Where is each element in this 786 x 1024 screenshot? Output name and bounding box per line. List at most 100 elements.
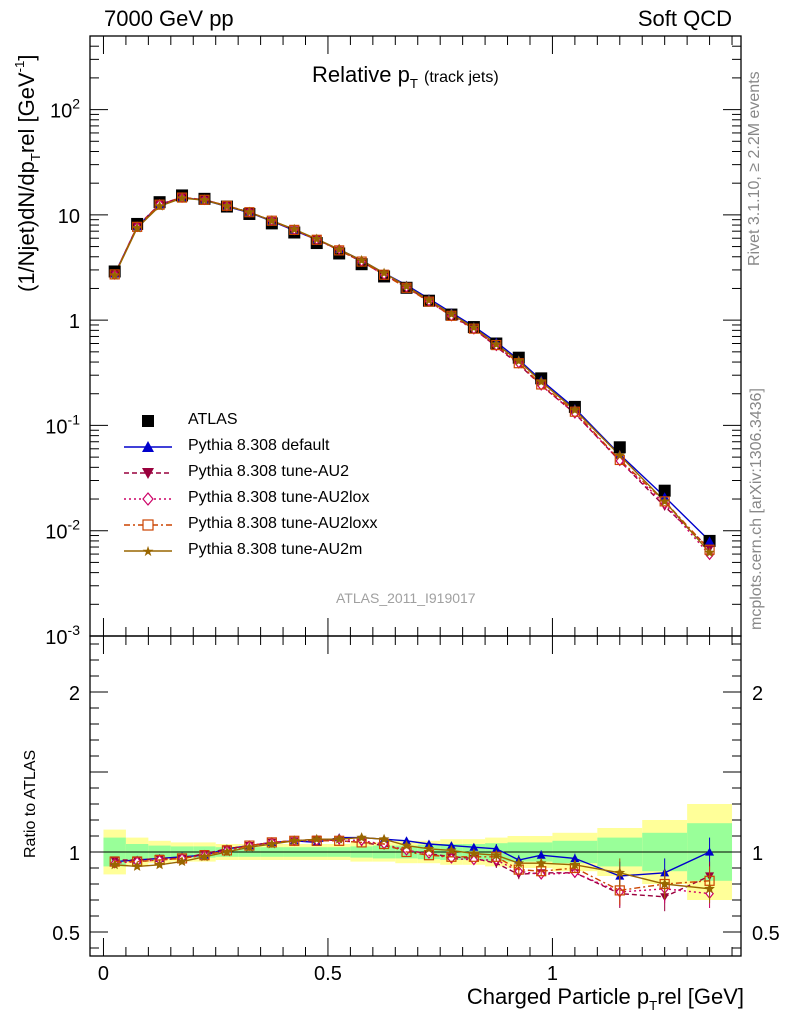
data-point: [705, 847, 715, 856]
ratio-series-line: [114, 838, 710, 898]
data-point: [535, 857, 547, 868]
legend: ATLAS Pythia 8.308 default Pythia 8.308 …: [116, 408, 446, 578]
ratio-y-tick-label: 1: [752, 843, 763, 865]
x-tick-label: 0: [98, 963, 109, 985]
ratio-y-tick-label: 1: [69, 843, 80, 865]
data-point: [614, 867, 626, 878]
y-tick-label: 102: [50, 96, 80, 123]
data-point: [311, 833, 322, 844]
legend-item: Pythia 8.308 tune-AU2loxx: [116, 512, 377, 538]
header-left: 7000 GeV pp: [104, 6, 234, 31]
y-tick-label: 10-1: [45, 411, 80, 438]
y-tick-label: 10: [58, 206, 80, 228]
ratio-y-tick-label: 0.5: [752, 923, 780, 945]
data-point: [289, 223, 300, 234]
data-point: [356, 254, 367, 265]
legend-label: Pythia 8.308 tune-AU2: [188, 463, 349, 480]
data-point: [468, 848, 480, 859]
analysis-watermark: ATLAS_2011_I919017: [336, 590, 476, 606]
legend-marker-au2m: ★: [124, 544, 172, 560]
data-point: [446, 308, 457, 319]
data-point: [131, 860, 143, 871]
data-point: [535, 376, 547, 387]
data-point: [221, 200, 233, 211]
legend-item: ★ Pythia 8.308 tune-AU2m: [116, 538, 362, 564]
main-plot-frame: [89, 35, 742, 637]
ratio-y-tick-label: 2: [752, 683, 763, 705]
legend-marker-au2: [124, 468, 172, 479]
data-point: [356, 832, 367, 843]
data-point: [513, 857, 524, 868]
series-line: [114, 196, 711, 549]
data-point: [423, 294, 435, 305]
data-point: [244, 206, 255, 217]
data-point: [199, 194, 210, 205]
data-point: [446, 844, 457, 855]
data-point: [378, 833, 390, 844]
data-point: [569, 859, 581, 870]
chart-title-note: (track jets): [424, 69, 499, 86]
ratio-plot-frame: [89, 635, 742, 957]
data-point: [378, 267, 390, 278]
data-point: [704, 547, 715, 558]
legend-label: Pythia 8.308 default: [188, 437, 330, 454]
data-point: [333, 243, 345, 254]
data-point: [659, 878, 670, 889]
series-line: [114, 196, 711, 551]
chart-title-sub: T: [409, 76, 418, 91]
legend-item: Pythia 8.308 tune-AU2: [116, 460, 349, 486]
legend-label: Pythia 8.308 tune-AU2loxx: [188, 515, 378, 532]
legend-label: Pythia 8.308 tune-AU2m: [188, 541, 363, 558]
data-point: [266, 838, 278, 849]
data-point: [513, 355, 524, 366]
data-point: [109, 859, 120, 870]
legend-marker-default: [124, 441, 172, 452]
data-point: [131, 222, 143, 233]
legend-marker-au2lox: [124, 492, 172, 506]
data-point: [176, 856, 188, 867]
data-point: [491, 849, 502, 860]
y-tick-label: 10-2: [45, 517, 80, 544]
data-point: [109, 269, 120, 280]
x-axis-label: Charged Particle pTrel [GeV]: [467, 984, 744, 1013]
chart-title: Relative pT (track jets): [312, 62, 499, 91]
data-point: [704, 883, 715, 894]
data-point: [221, 846, 233, 857]
ratio-y-tick-label: 2: [69, 683, 80, 705]
legend-marker-atlas: [142, 415, 154, 427]
x-axis-label-sub: T: [649, 998, 658, 1013]
data-point: [614, 449, 626, 460]
chart-title-main: Relative p: [312, 62, 410, 87]
data-point: [491, 338, 502, 349]
data-point: [154, 200, 165, 211]
x-tick-label: 0.5: [314, 963, 342, 985]
data-point: [333, 833, 345, 844]
legend-item: Pythia 8.308 default: [116, 434, 329, 460]
data-point: [423, 843, 435, 854]
data-point: [176, 192, 188, 203]
data-point: [536, 850, 546, 859]
data-point: [154, 859, 165, 870]
data-point-atlas: [613, 441, 626, 454]
legend-label: Pythia 8.308 tune-AU2lox: [188, 489, 370, 506]
data-point: [311, 233, 322, 244]
ratio-series-line: [114, 836, 710, 890]
svg-text:★: ★: [142, 544, 155, 560]
data-point: [570, 853, 580, 862]
data-point: [569, 404, 581, 415]
data-point: [289, 835, 300, 846]
data-point: [199, 851, 210, 862]
legend-item: Pythia 8.308 tune-AU2lox: [116, 486, 369, 512]
data-point: [705, 536, 715, 545]
x-tick-label: 1: [547, 963, 558, 985]
legend-marker-au2loxx: [124, 519, 172, 531]
ratio-y-tick-label: 0.5: [52, 923, 80, 945]
legend-label: ATLAS: [188, 411, 238, 428]
y-tick-label: 10-3: [45, 622, 80, 649]
data-point: [469, 842, 479, 851]
series-line: [114, 197, 711, 554]
data-point: [401, 840, 412, 851]
data-point: [469, 854, 479, 866]
series-line: [114, 196, 711, 542]
